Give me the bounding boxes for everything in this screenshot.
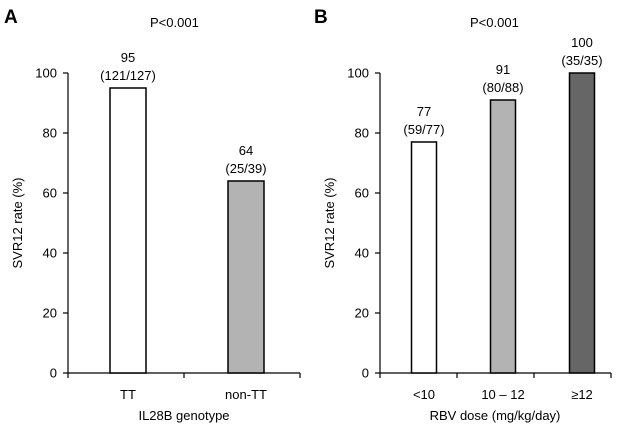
bar [568, 72, 596, 374]
panel-letter: B [314, 7, 328, 28]
bar-value-label: 64 [239, 143, 253, 158]
bar-count-label: (25/39) [225, 161, 266, 176]
x-axis-title: RBV dose (mg/kg/day) [430, 408, 561, 423]
x-category-label: 10 – 12 [481, 387, 524, 402]
x-category-label: TT [120, 387, 136, 402]
y-tick-label: 60 [355, 186, 369, 201]
bar-value-label: 95 [121, 50, 135, 65]
x-axis-title: IL28B genotype [138, 408, 229, 423]
y-tick-label: 100 [35, 66, 57, 81]
bar [489, 99, 517, 374]
y-axis-title: SVR12 rate (%) [322, 177, 337, 268]
y-tick-label: 100 [347, 66, 369, 81]
x-category-label: <10 [413, 387, 435, 402]
p-value-annotation: P<0.001 [150, 15, 199, 30]
panel-a: A P<0.001 0 20 40 60 80 100 95 (121/127) TT 64 (25/3… [4, 7, 301, 423]
x-category-label: ≥12 [571, 387, 593, 402]
y-tick-label: 0 [362, 366, 369, 381]
panel-b: B P<0.001 0 20 40 60 80 100 77 (59/77) <10 91 (80/88… [314, 7, 612, 423]
bar-count-label: (121/127) [100, 68, 156, 83]
x-category-label: non-TT [225, 387, 267, 402]
bar-value-label: 77 [417, 104, 431, 119]
bar-value-label: 91 [496, 62, 510, 77]
y-tick-label: 80 [355, 126, 369, 141]
bar-count-label: (80/88) [482, 80, 523, 95]
panel-letter: A [4, 7, 18, 28]
y-tick-label: 20 [43, 306, 57, 321]
bar-count-label: (35/35) [561, 53, 602, 68]
y-tick-label: 80 [43, 126, 57, 141]
bar [227, 180, 265, 374]
bar [410, 141, 438, 374]
y-tick-label: 40 [355, 246, 369, 261]
y-tick-label: 20 [355, 306, 369, 321]
bar-count-label: (59/77) [403, 122, 444, 137]
bar-value-label: 100 [571, 35, 593, 50]
y-tick-label: 60 [43, 186, 57, 201]
y-axis-title: SVR12 rate (%) [10, 177, 25, 268]
bar [109, 87, 147, 374]
y-tick-label: 0 [50, 366, 57, 381]
y-tick-label: 40 [43, 246, 57, 261]
p-value-annotation: P<0.001 [470, 15, 519, 30]
